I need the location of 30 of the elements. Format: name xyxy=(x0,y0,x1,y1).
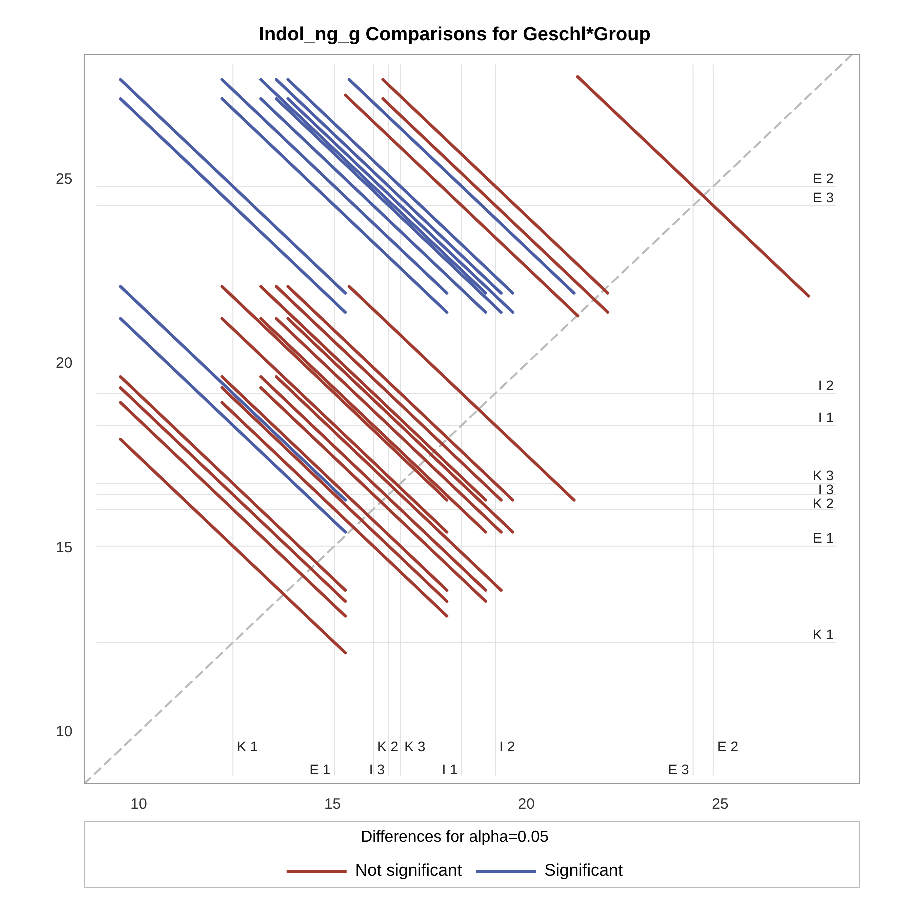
ref-line-label: E 1 xyxy=(310,762,331,778)
ref-line-label: E 3 xyxy=(812,190,834,206)
ref-line-label: K 1 xyxy=(812,626,834,643)
ref-line-label: I 1 xyxy=(818,409,834,426)
y-tick-label: 15 xyxy=(56,539,73,556)
ref-line-label: E 2 xyxy=(717,738,739,755)
ref-line-label: I 2 xyxy=(500,738,516,755)
ref-line-label: K 2 xyxy=(377,738,399,755)
legend-title: Differences for alpha=0.05 xyxy=(361,829,550,846)
ref-line-label: K 3 xyxy=(812,468,834,484)
legend-label: Significant xyxy=(544,861,624,880)
chart-title: Indol_ng_g Comparisons for Geschl*Group xyxy=(259,24,651,46)
x-tick-label: 15 xyxy=(324,796,342,813)
y-tick-label: 20 xyxy=(56,355,73,372)
x-tick-label: 10 xyxy=(130,796,148,813)
ref-line-label: K 3 xyxy=(404,738,426,755)
y-tick-label: 25 xyxy=(56,171,73,188)
x-tick-label: 20 xyxy=(518,796,535,813)
ref-line-label: I 3 xyxy=(818,482,834,498)
ref-line-label: I 1 xyxy=(442,762,458,778)
legend-label: Not significant xyxy=(355,861,462,880)
ref-line-label: E 3 xyxy=(668,762,690,778)
ref-line-label: K 1 xyxy=(237,738,258,755)
ref-line-label: I 3 xyxy=(369,762,386,778)
ref-line-label: E 2 xyxy=(812,170,834,186)
x-tick-label: 25 xyxy=(712,796,729,813)
ref-line-label: E 1 xyxy=(812,530,834,546)
ref-line-label: I 2 xyxy=(818,377,834,394)
ref-line-label: K 2 xyxy=(812,496,834,512)
y-tick-label: 10 xyxy=(56,723,73,740)
